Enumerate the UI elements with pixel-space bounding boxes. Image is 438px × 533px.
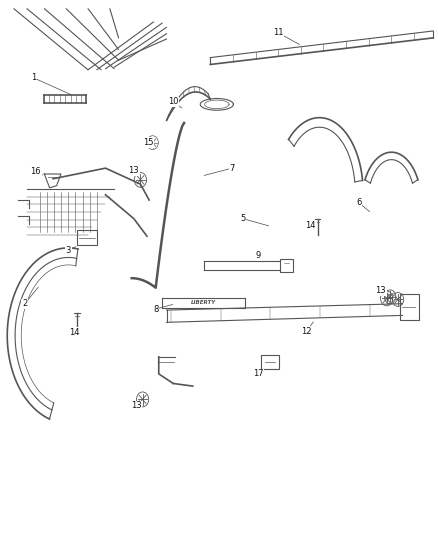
Text: 11: 11 (273, 28, 283, 37)
Text: 5: 5 (240, 214, 246, 223)
Text: 6: 6 (356, 198, 361, 207)
Text: 2: 2 (22, 299, 27, 308)
Text: LIBERTY: LIBERTY (191, 301, 216, 305)
FancyBboxPatch shape (280, 259, 293, 272)
Text: 17: 17 (253, 369, 264, 378)
Text: 3: 3 (66, 246, 71, 255)
Text: 7: 7 (230, 164, 235, 173)
Text: 9: 9 (256, 252, 261, 260)
Text: 1: 1 (31, 73, 36, 82)
Text: 13: 13 (131, 401, 141, 410)
FancyBboxPatch shape (77, 230, 97, 245)
Text: 14: 14 (69, 328, 79, 337)
Text: 14: 14 (305, 221, 316, 230)
Text: 8: 8 (153, 304, 159, 313)
Text: 13: 13 (128, 166, 139, 175)
Text: 10: 10 (168, 97, 178, 106)
Text: 12: 12 (301, 327, 311, 336)
Text: 13: 13 (375, 286, 386, 295)
FancyBboxPatch shape (400, 294, 419, 320)
FancyBboxPatch shape (261, 355, 279, 368)
Text: 16: 16 (30, 167, 41, 176)
Text: 15: 15 (143, 138, 153, 147)
